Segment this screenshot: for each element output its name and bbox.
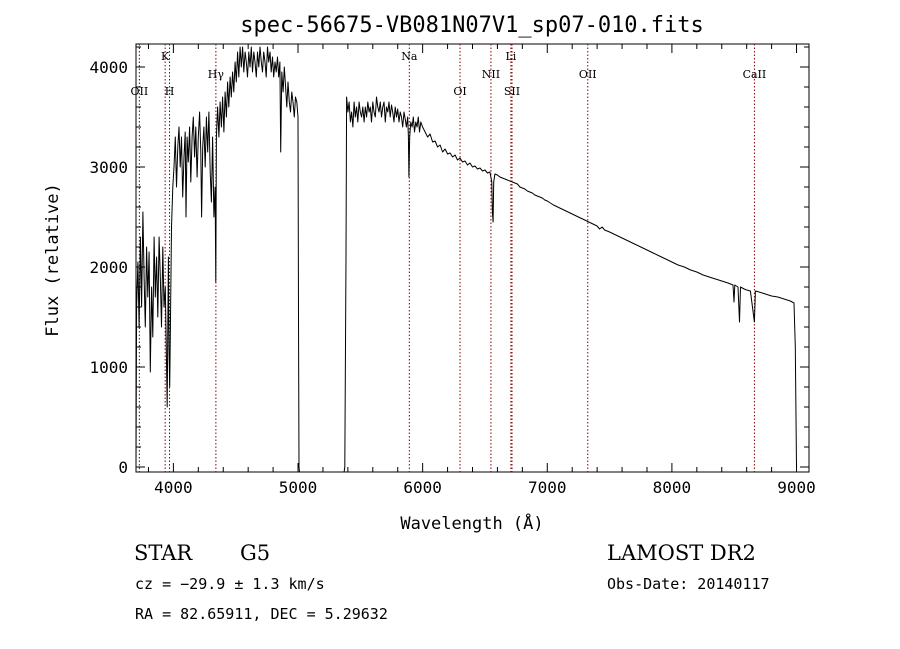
chart-title: spec-56675-VB081N07V1_sp07-010.fits <box>240 13 704 38</box>
line-label: OII <box>131 85 149 98</box>
x-tick-label: 4000 <box>154 478 193 497</box>
x-tick-label: 8000 <box>653 478 692 497</box>
line-label: SII <box>504 85 520 98</box>
line-label: OII <box>579 68 597 81</box>
redshift-value: cz = −29.9 ± 1.3 km/s <box>135 575 325 593</box>
axis-ticks: 4000 5000 6000 7000 8000 9000 0 1000 2000 3000 400… <box>89 44 816 497</box>
line-label: CaII <box>743 68 767 81</box>
x-tick-label: 5000 <box>279 478 318 497</box>
coordinates: RA = 82.65911, DEC = 5.29632 <box>135 605 388 623</box>
x-axis-label: Wavelength (Å) <box>400 512 543 534</box>
x-tick-label: 9000 <box>777 478 816 497</box>
spectral-subclass: G5 <box>240 541 270 565</box>
line-label: Na <box>401 50 418 63</box>
y-axis-label: Flux (relative) <box>43 183 63 337</box>
x-tick-label: 6000 <box>403 478 442 497</box>
y-tick-label: 4000 <box>89 58 128 77</box>
line-label: K <box>161 50 170 63</box>
y-tick-label: 3000 <box>89 158 128 177</box>
survey-name: LAMOST DR2 <box>607 541 756 565</box>
y-tick-label: 2000 <box>89 258 128 277</box>
x-tick-label: 7000 <box>528 478 567 497</box>
spectrum-series-line <box>135 46 797 473</box>
line-label: Hγ <box>208 68 225 81</box>
observation-date: Obs-Date: 20140117 <box>607 575 770 593</box>
line-label: OI <box>453 85 466 98</box>
object-type: STAR <box>134 541 193 565</box>
line-label: H <box>165 85 175 98</box>
y-tick-label: 0 <box>118 458 128 477</box>
plot-frame <box>135 43 810 473</box>
line-label: NII <box>482 68 500 81</box>
series-layer <box>135 46 797 473</box>
spectral-line-markers: OII K H Hγ Na OI NII Li SII OII CaII <box>131 44 767 472</box>
line-label: Li <box>505 50 516 63</box>
y-tick-label: 1000 <box>89 358 128 377</box>
